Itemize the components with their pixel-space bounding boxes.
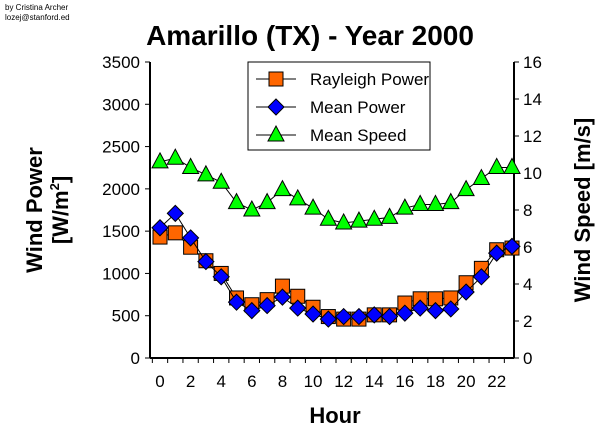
- y2-tick-label: 10: [523, 164, 542, 183]
- legend-label: Rayleigh Power: [310, 70, 429, 89]
- data-point: [212, 172, 231, 189]
- x-tick-label: 2: [186, 372, 195, 391]
- data-point: [212, 268, 230, 286]
- y-tick-label: 3000: [102, 95, 140, 114]
- x-tick-label: 4: [216, 372, 225, 391]
- data-point: [289, 299, 307, 317]
- data-point: [411, 299, 429, 317]
- legend-marker-triangle-icon: [267, 124, 285, 142]
- data-point: [503, 237, 521, 256]
- data-point: [273, 179, 292, 197]
- y2-tick-label: 0: [523, 349, 532, 368]
- data-point: [457, 283, 475, 301]
- credit-line-2: lozej@stanford.ed: [5, 13, 70, 22]
- y2-tick-label: 6: [523, 238, 532, 257]
- x-tick-label: 8: [278, 372, 287, 391]
- data-point: [396, 198, 414, 215]
- data-point: [441, 192, 460, 210]
- y2-tick-label: 14: [523, 90, 542, 109]
- data-point: [350, 307, 368, 326]
- data-point: [258, 296, 276, 315]
- data-point: [258, 192, 276, 210]
- data-point: [396, 304, 414, 322]
- y2-axis-label: Wind Speed [m/s]: [570, 118, 595, 302]
- data-point: [227, 293, 246, 311]
- x-tick-label: 10: [304, 372, 323, 391]
- y-axis-label: Wind Power [W/m2]: [22, 147, 73, 273]
- data-point: [487, 244, 506, 262]
- series-rayleigh-power: [152, 225, 520, 327]
- data-point: [304, 305, 322, 323]
- data-point: [197, 252, 215, 271]
- y2-tick-label: 4: [523, 275, 532, 294]
- data-point: [487, 157, 506, 174]
- data-point: [472, 268, 491, 286]
- data-point: [151, 151, 169, 169]
- data-point: [227, 192, 246, 210]
- y-tick-label: 3500: [102, 53, 140, 72]
- data-point: [442, 300, 460, 318]
- data-point: [319, 209, 338, 226]
- data-point: [380, 207, 399, 224]
- legend: Rayleigh Power Mean Power Mean Speed: [247, 61, 431, 151]
- series-line: [159, 157, 512, 224]
- data-point: [167, 225, 183, 241]
- data-point: [503, 157, 521, 174]
- y-tick-label: 2000: [102, 180, 140, 199]
- legend-label: Mean Power: [310, 98, 406, 117]
- y-axis-label-line2: [W/m2]: [47, 176, 73, 244]
- data-point: [426, 301, 445, 320]
- y2-tick-label: 16: [523, 53, 542, 72]
- series-mean-power: [151, 204, 521, 328]
- data-point: [457, 179, 475, 197]
- y-tick-label: 2500: [102, 138, 140, 157]
- data-point: [197, 164, 215, 182]
- y-tick-label: 0: [131, 349, 140, 368]
- credit-line-1: by Cristina Archer: [5, 3, 68, 12]
- legend-marker-diamond-icon: [267, 98, 285, 116]
- data-point: [411, 194, 430, 211]
- legend-label: Mean Speed: [310, 126, 406, 145]
- data-point: [350, 211, 368, 228]
- series-mean-speed: [151, 148, 521, 230]
- x-tick-label: 20: [457, 372, 476, 391]
- data-point: [166, 204, 185, 223]
- data-point: [365, 306, 383, 324]
- data-point: [151, 219, 169, 237]
- data-point: [288, 188, 307, 206]
- data-point: [334, 212, 353, 230]
- data-point: [166, 148, 185, 165]
- y-axis-label-line1: Wind Power: [22, 147, 47, 273]
- x-tick-label: 0: [155, 372, 164, 391]
- data-point: [243, 301, 261, 320]
- data-point: [334, 307, 353, 326]
- data-point: [365, 209, 384, 226]
- y-tick-label: 1500: [102, 222, 140, 241]
- data-point: [304, 198, 322, 215]
- x-tick-label: 18: [426, 372, 445, 391]
- chart-title: Amarillo (TX) - Year 2000: [146, 20, 474, 51]
- x-tick-label: 16: [395, 372, 414, 391]
- data-point: [319, 310, 338, 328]
- data-point: [380, 307, 399, 326]
- x-tick-label: 14: [365, 372, 384, 391]
- data-point: [181, 157, 200, 174]
- x-tick-label: 22: [487, 372, 506, 391]
- data-point: [426, 194, 445, 211]
- y2-tick-label: 2: [523, 312, 532, 331]
- y-tick-label: 500: [112, 307, 140, 326]
- data-point: [472, 168, 491, 186]
- data-point: [181, 229, 200, 247]
- legend-marker-square-icon: [268, 71, 284, 87]
- x-tick-label: 6: [247, 372, 256, 391]
- x-tick-label: 12: [334, 372, 353, 391]
- y-tick-label: 1000: [102, 264, 140, 283]
- y2-tick-label: 12: [523, 127, 542, 146]
- x-axis-label: Hour: [309, 403, 361, 428]
- data-point: [242, 199, 261, 217]
- data-point: [273, 288, 292, 306]
- y2-tick-label: 8: [523, 201, 532, 220]
